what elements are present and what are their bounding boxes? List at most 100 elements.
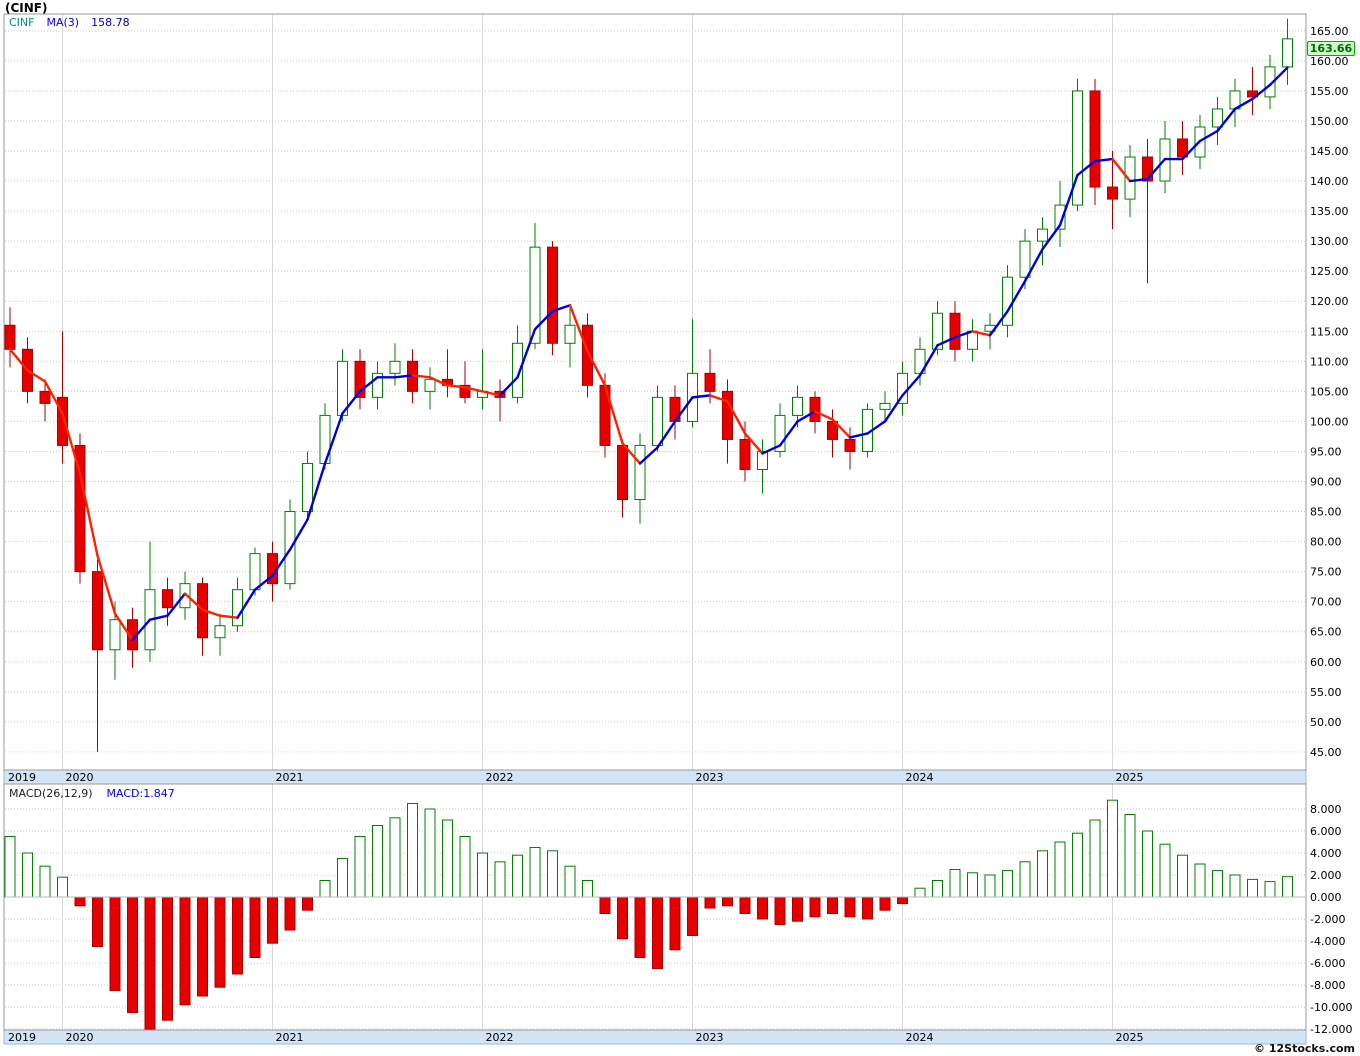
candle-body <box>354 360 366 398</box>
price-axis-label: 90.00 <box>1310 476 1342 489</box>
ma-line-segment <box>166 592 187 617</box>
ma-line-segment <box>446 384 467 389</box>
macd-bar <box>109 896 121 991</box>
candle-body <box>1124 156 1136 200</box>
ma-line-segment <box>498 376 519 397</box>
candle-body <box>949 312 961 350</box>
macd-bar <box>407 803 418 898</box>
ma-line-segment <box>323 412 344 465</box>
ma-line-segment <box>236 588 257 619</box>
macd-bar <box>442 819 453 898</box>
macd-bar <box>757 896 768 920</box>
candle-body <box>214 625 226 639</box>
ma-line-segment <box>43 380 64 415</box>
macd-bar <box>337 858 348 898</box>
macd-bar <box>949 869 961 898</box>
macd-bar <box>1002 870 1013 898</box>
candle-body <box>1019 240 1031 278</box>
ma-line-segment <box>1181 139 1202 161</box>
ma-line-segment <box>393 374 414 379</box>
candle-body <box>1142 156 1153 182</box>
ma-line-segment <box>796 410 817 423</box>
price-axis-label: 85.00 <box>1310 506 1342 519</box>
macd-bar <box>4 836 16 898</box>
ma-line-segment <box>936 336 957 347</box>
price-axis-label: 45.00 <box>1310 746 1342 759</box>
ma-line-segment <box>1093 157 1114 163</box>
price-panel-border <box>3 13 1307 771</box>
ma-line-segment <box>61 412 82 475</box>
year-label: 2024 <box>906 771 934 784</box>
ma-line-segment <box>533 310 554 331</box>
price-axis-label: 60.00 <box>1310 656 1342 669</box>
candle-body <box>617 444 628 501</box>
candle-body <box>582 324 593 386</box>
candle-body <box>564 324 576 344</box>
macd-bar <box>1229 874 1241 898</box>
ma-line-segment <box>1023 247 1044 283</box>
macd-bar <box>512 854 523 898</box>
year-label: 2020 <box>66 771 94 784</box>
x-axis-strip <box>3 1029 1307 1045</box>
ma-line-segment <box>78 472 99 557</box>
ma-line-segment <box>131 618 152 641</box>
macd-bar <box>354 836 366 898</box>
macd-bar <box>459 836 471 898</box>
candle-body <box>249 553 261 591</box>
candle-body <box>1072 90 1083 206</box>
ma-line-segment <box>901 374 922 397</box>
candle-body <box>809 396 821 422</box>
price-axis-label: 110.00 <box>1310 355 1349 368</box>
ma-line-segment <box>621 442 642 465</box>
macd-bar <box>267 896 278 944</box>
x-axis-strip <box>3 769 1307 785</box>
macd-bar <box>1037 850 1048 898</box>
macd-bar <box>669 896 681 951</box>
price-axis-label: 135.00 <box>1310 205 1349 218</box>
ma-line-segment <box>463 386 484 393</box>
candle-body <box>529 246 541 344</box>
macd-bar <box>494 861 506 898</box>
macd-bar <box>652 896 663 969</box>
price-axis-label: 165.00 <box>1310 25 1349 38</box>
macd-axis-label: -10.000 <box>1310 1001 1352 1014</box>
macd-bar <box>1177 854 1188 898</box>
year-label: 2021 <box>276 771 304 784</box>
macd-bar <box>1124 814 1136 898</box>
ma-line-segment <box>1198 129 1219 143</box>
macd-bar <box>232 896 243 975</box>
candle-body <box>547 246 558 344</box>
macd-bar <box>862 896 873 920</box>
price-axis-label: 115.00 <box>1310 325 1349 338</box>
macd-axis-label: -6.000 <box>1310 957 1345 970</box>
ma-line-segment <box>96 554 117 615</box>
macd-bar <box>582 880 593 898</box>
macd-bar <box>1072 832 1083 898</box>
macd-axis-label: 4.000 <box>1310 847 1342 860</box>
ma-line-segment <box>656 420 677 449</box>
ma-line-segment <box>1268 66 1289 87</box>
candle-body <box>1089 90 1101 188</box>
macd-bar <box>722 896 733 907</box>
candle-body <box>372 372 383 398</box>
macd-bar <box>774 896 786 925</box>
ma-line-segment <box>428 376 449 387</box>
candle-body <box>739 438 751 470</box>
price-axis-label: 160.00 <box>1310 55 1349 68</box>
macd-bar <box>844 896 856 918</box>
candle-body <box>39 390 51 404</box>
ma-line-segment <box>253 574 274 591</box>
ma-line-segment <box>271 548 292 577</box>
ma-line-segment <box>113 612 134 641</box>
year-label: 2019 <box>8 1031 36 1044</box>
ma-line-segment <box>691 394 712 399</box>
ma-line-segment <box>866 420 887 435</box>
macd-bar <box>39 865 51 898</box>
macd-bar <box>284 896 296 931</box>
macd-panel-legend: MACD(26,12,9) MACD:1.847 <box>9 787 189 800</box>
macd-bar <box>372 825 383 898</box>
macd-bar <box>932 880 943 898</box>
copyright-label: © 12Stocks.com <box>1254 1042 1355 1055</box>
macd-axis-label: -12.000 <box>1310 1023 1352 1036</box>
